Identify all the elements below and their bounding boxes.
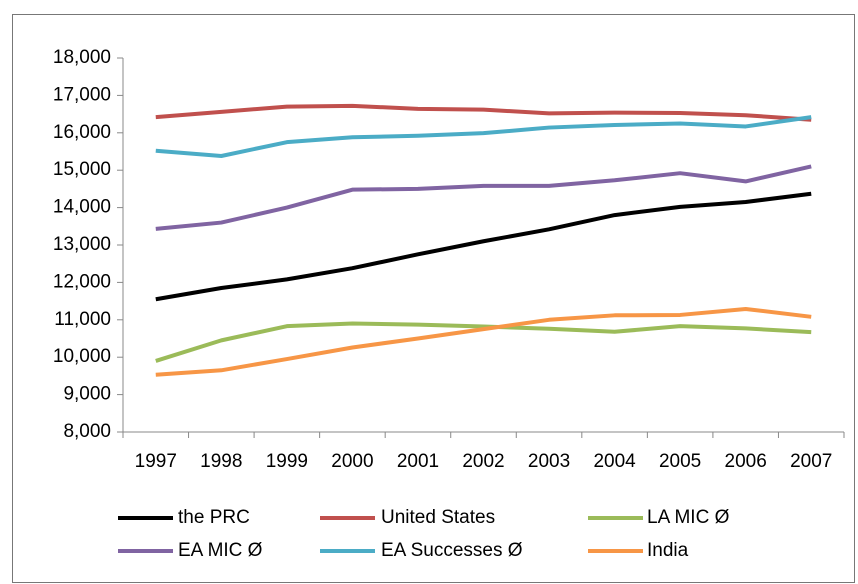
- y-tick-label: 9,000: [63, 384, 111, 405]
- x-tick-label: 2005: [659, 451, 701, 472]
- y-tick-label: 12,000: [53, 271, 111, 292]
- y-tick-label: 16,000: [53, 122, 111, 143]
- series-line: [155, 164, 812, 231]
- y-tick-label: 13,000: [53, 234, 111, 255]
- y-tick-label: 15,000: [53, 159, 111, 180]
- legend-label: the PRC: [178, 507, 250, 528]
- x-tick-label: 1997: [135, 451, 177, 472]
- x-tick-label: 1998: [200, 451, 242, 472]
- x-tick-label: 2004: [593, 451, 636, 472]
- series-line: [155, 191, 812, 302]
- legend-label: EA Successes Ø: [381, 540, 523, 561]
- legend-label: EA MIC Ø: [178, 540, 263, 561]
- y-tick-label: 14,000: [53, 197, 111, 218]
- chart-border: [12, 14, 855, 583]
- x-tick-label: 2000: [331, 451, 373, 472]
- legend-label: India: [647, 540, 689, 561]
- x-tick-label: 2002: [462, 451, 504, 472]
- y-tick-label: 18,000: [53, 47, 111, 68]
- legend-label: LA MIC Ø: [647, 507, 730, 528]
- x-tick-label: 2003: [528, 451, 570, 472]
- y-tick-label: 11,000: [54, 309, 111, 330]
- y-tick-label: 8,000: [63, 421, 111, 442]
- y-tick-label: 10,000: [53, 346, 111, 367]
- y-tick-label: 17,000: [53, 84, 111, 105]
- x-tick-label: 1999: [266, 451, 308, 472]
- x-tick-label: 2001: [397, 451, 439, 472]
- series-line: [155, 103, 812, 122]
- series-line: [155, 321, 812, 363]
- series-line: [155, 115, 812, 158]
- x-tick-label: 2006: [725, 451, 767, 472]
- legend-label: United States: [381, 507, 495, 528]
- x-tick-label: 2007: [790, 451, 832, 472]
- series-line: [155, 306, 812, 377]
